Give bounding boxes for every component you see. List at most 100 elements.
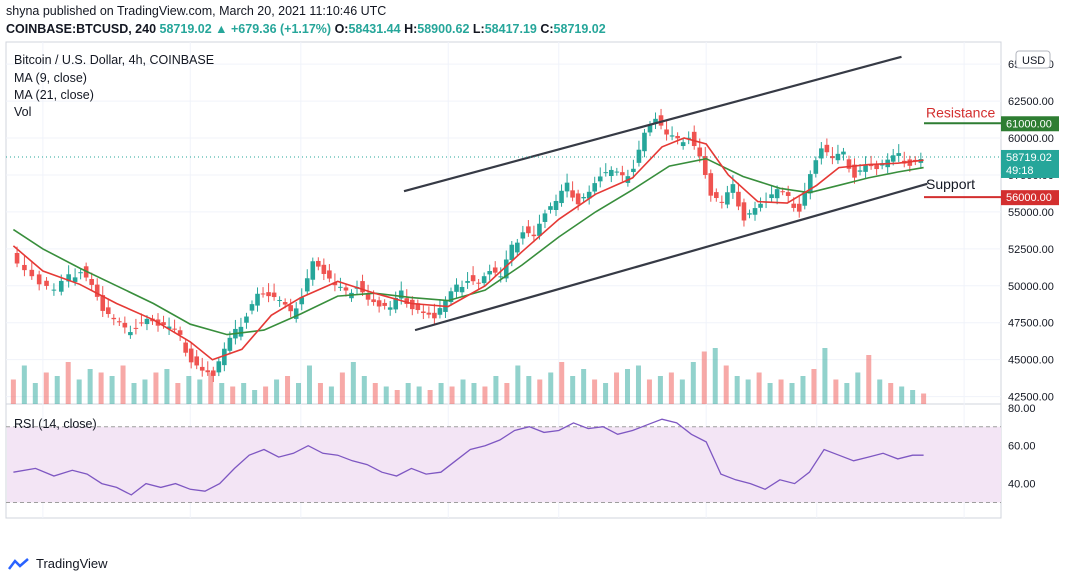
rsi-tick-label: 60.00 (1008, 441, 1036, 453)
rsi-line (13, 418, 924, 496)
candle-body (481, 276, 487, 284)
volume-bar (306, 365, 312, 404)
volume-bar (789, 383, 795, 404)
candle-body (426, 312, 432, 315)
volume-bar (888, 383, 894, 404)
candle-body (642, 132, 647, 152)
candle-body (542, 213, 548, 222)
volume-bar (679, 379, 685, 404)
candle-body (564, 182, 570, 192)
chart-title: Bitcoin / U.S. Dollar, 4h, COINBASE (14, 53, 214, 67)
volume-bar (350, 362, 356, 404)
candle-body (177, 330, 183, 335)
volume-bar (603, 383, 609, 404)
candle-body (454, 284, 459, 292)
candle-body (907, 159, 913, 166)
candle-body (277, 299, 282, 301)
candle-body (238, 326, 244, 337)
volume-bar (219, 383, 225, 404)
volume-bar (164, 369, 170, 404)
price-axis[interactable]: 65000.0062500.0060000.0057500.0055000.00… (1008, 59, 1054, 403)
volume-bar (855, 372, 861, 404)
price-tick-label: 45000.00 (1008, 355, 1054, 367)
candle-body (255, 293, 260, 306)
volume-bar (76, 379, 82, 404)
volume-bar (833, 379, 839, 404)
volume-bar (142, 379, 148, 404)
candle-body (404, 298, 410, 304)
candle-body (526, 226, 531, 234)
bar-timer: 49:18 (1006, 165, 1034, 177)
support-price: 56000.00 (1006, 192, 1052, 204)
volume-bar (131, 383, 137, 404)
volume-bar (21, 365, 27, 404)
volume-bar (438, 383, 444, 404)
open-label: O: (334, 22, 349, 36)
volume-bar (153, 372, 159, 404)
candle-body (531, 234, 537, 237)
candle-body (592, 183, 598, 192)
channel-lower-line[interactable] (414, 182, 928, 332)
currency-button[interactable]: USD (1015, 50, 1051, 69)
close-value: 58719.02 (553, 22, 606, 36)
rsi-tick-label: 40.00 (1008, 479, 1036, 491)
volume-bar (657, 376, 663, 404)
volume-bar (822, 348, 828, 404)
candle-body (653, 118, 658, 123)
candle-body (774, 189, 780, 199)
candle-body (868, 164, 874, 167)
vol-legend[interactable]: Vol (14, 105, 31, 119)
volume-bar (328, 386, 334, 404)
candle-body (802, 191, 808, 206)
current-price-badge: 58719.02 49:18 (1001, 149, 1059, 178)
candle-body (570, 190, 575, 198)
candle-body (194, 356, 200, 366)
ma9-legend[interactable]: MA (9, close) (14, 71, 87, 85)
candle-body (863, 165, 868, 172)
price-tick-label: 50000.00 (1008, 281, 1054, 293)
rsi-band (7, 426, 1001, 503)
volume-bar (54, 376, 60, 404)
candle-body (791, 203, 797, 208)
candle-body (249, 304, 255, 311)
rsi-tick-label: 80.00 (1008, 403, 1036, 415)
price-chart[interactable]: Resistance Support 65000.0062500.0060000… (0, 40, 1073, 520)
volume-bar (317, 383, 323, 404)
ma9-line (12, 137, 924, 361)
candle-body (758, 203, 763, 208)
candle-body (128, 332, 133, 336)
volume-bar (745, 379, 751, 404)
candle-body (448, 291, 454, 303)
candle-body (824, 144, 830, 153)
candle-body (857, 170, 863, 172)
candle-body (78, 272, 83, 274)
candle-body (244, 316, 249, 323)
channel-upper-line[interactable] (403, 55, 902, 193)
price-tick-label: 60000.00 (1008, 133, 1054, 145)
tradingview-logo[interactable]: TradingView (8, 556, 108, 571)
candle-body (675, 135, 680, 139)
candle-body (813, 160, 819, 174)
candle-body (476, 282, 481, 284)
candle-body (581, 196, 586, 199)
candle-body (371, 299, 376, 303)
volume-bar (285, 376, 291, 404)
ma21-line (12, 157, 924, 336)
candle-body (227, 337, 233, 351)
ma21-legend[interactable]: MA (21, close) (14, 88, 94, 102)
volume-bar (65, 362, 71, 404)
candle-body (288, 305, 293, 312)
resistance-price-badge: 61000.00 (1001, 116, 1059, 132)
candle-body (14, 252, 20, 264)
candle-body (29, 269, 35, 277)
volume-bar (471, 383, 477, 404)
candle-body (608, 169, 614, 177)
current-price: 58719.02 (1006, 152, 1052, 164)
candle-body (819, 148, 824, 159)
rsi-legend[interactable]: RSI (14, close) (14, 417, 97, 431)
candle-body (421, 311, 426, 313)
candle-body (398, 290, 404, 299)
rsi-pane (6, 426, 1001, 504)
candle-body (537, 223, 542, 236)
low-label: L: (472, 22, 485, 36)
